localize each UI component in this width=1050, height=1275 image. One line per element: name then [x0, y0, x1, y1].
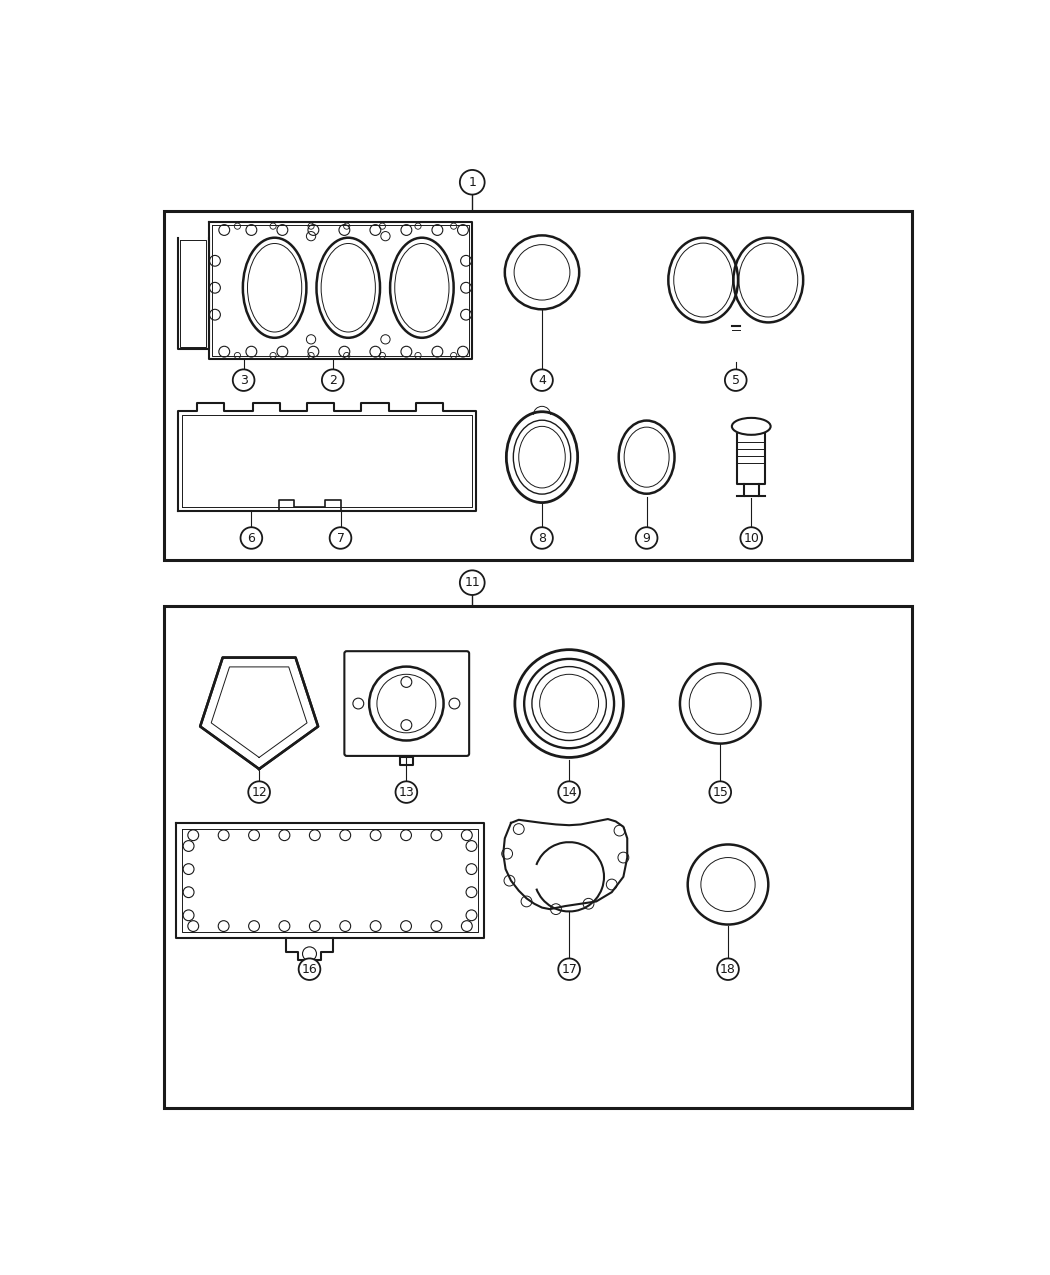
Text: 10: 10: [743, 532, 759, 544]
Circle shape: [710, 782, 731, 803]
Text: 14: 14: [562, 785, 578, 798]
Circle shape: [717, 959, 739, 980]
Circle shape: [248, 782, 270, 803]
Circle shape: [724, 370, 747, 391]
Circle shape: [740, 528, 762, 548]
Text: 2: 2: [329, 374, 337, 386]
Circle shape: [233, 370, 254, 391]
Text: 7: 7: [336, 532, 344, 544]
Circle shape: [322, 370, 343, 391]
Text: 15: 15: [712, 785, 729, 798]
Text: 9: 9: [643, 532, 651, 544]
Text: 4: 4: [538, 374, 546, 386]
Circle shape: [298, 959, 320, 980]
Bar: [164, 210, 912, 560]
Text: 13: 13: [399, 785, 415, 798]
Circle shape: [559, 782, 580, 803]
Circle shape: [531, 370, 553, 391]
Text: 5: 5: [732, 374, 740, 386]
Text: 17: 17: [561, 963, 578, 975]
Circle shape: [635, 528, 657, 548]
Circle shape: [240, 528, 262, 548]
Text: 12: 12: [251, 785, 267, 798]
Text: 16: 16: [301, 963, 317, 975]
Text: 18: 18: [720, 963, 736, 975]
Text: 1: 1: [468, 176, 477, 189]
Text: 8: 8: [538, 532, 546, 544]
Circle shape: [330, 528, 352, 548]
Text: 11: 11: [464, 576, 480, 589]
Circle shape: [460, 570, 485, 595]
Text: 6: 6: [248, 532, 255, 544]
Text: 3: 3: [239, 374, 248, 386]
Bar: [164, 606, 912, 1108]
Circle shape: [531, 528, 553, 548]
Circle shape: [559, 959, 580, 980]
Circle shape: [396, 782, 417, 803]
Circle shape: [460, 170, 485, 195]
